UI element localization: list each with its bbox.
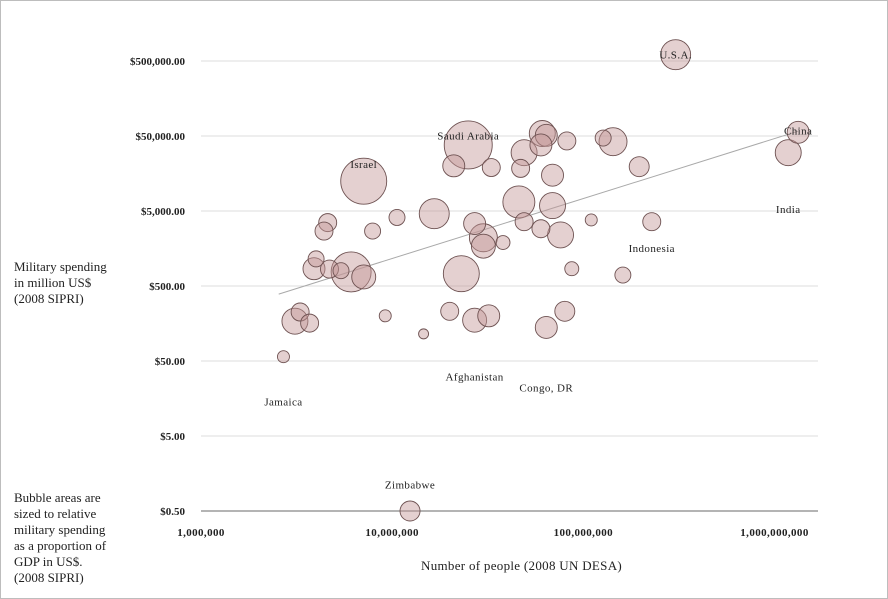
bubble xyxy=(300,313,320,333)
bubble xyxy=(330,251,372,293)
bubble xyxy=(531,219,551,239)
bubble xyxy=(528,120,556,147)
bubble xyxy=(628,156,650,178)
bubble xyxy=(502,185,536,219)
bubble xyxy=(443,120,493,170)
trendline xyxy=(278,130,799,295)
bubble xyxy=(495,235,511,250)
bubble xyxy=(290,302,310,322)
bubble xyxy=(660,39,692,71)
bubble xyxy=(440,301,460,321)
bubble xyxy=(642,212,662,232)
bubble xyxy=(462,307,488,333)
bubble xyxy=(378,309,392,323)
bubble xyxy=(314,221,334,241)
x-tick-label: 10,000,000 xyxy=(365,527,419,539)
bubble xyxy=(774,139,802,167)
bubble xyxy=(388,209,406,226)
bubble xyxy=(470,233,496,259)
bubble xyxy=(529,133,553,157)
y-tick-label: $0.50 xyxy=(160,506,185,518)
point-label: Congo, DR xyxy=(519,383,573,395)
point-label: Saudi Arabia xyxy=(437,130,499,142)
point-label: Zimbabwe xyxy=(385,480,435,492)
x-tick-label: 1,000,000,000 xyxy=(740,527,809,539)
bubble xyxy=(442,154,466,178)
gridlines xyxy=(201,60,818,512)
point-label: Afghanistan xyxy=(446,372,504,384)
bubble xyxy=(418,198,450,230)
point-label: U.S.A. xyxy=(659,50,692,62)
bubble xyxy=(584,213,598,227)
bubble xyxy=(557,131,577,151)
bubble xyxy=(594,129,612,147)
bubble xyxy=(554,300,576,322)
bubble xyxy=(364,222,382,240)
y-tick-label: $500,000.00 xyxy=(130,56,186,68)
x-axis-label: Number of people (2008 UN DESA) xyxy=(421,558,623,573)
y-tick-label: $50,000.00 xyxy=(136,131,186,143)
point-label: Indonesia xyxy=(629,243,675,255)
bubble xyxy=(351,264,377,290)
bubble xyxy=(332,262,350,280)
bubble xyxy=(511,158,531,178)
y-axis-tick-labels: $0.50 $5.00 $50.00 $500.00 $5,000.00 $50,000.… xyxy=(130,56,186,518)
bubble xyxy=(463,212,487,236)
bubble xyxy=(786,120,810,144)
y-tick-label: $5,000.00 xyxy=(141,206,186,218)
bubble xyxy=(534,316,558,339)
y-axis-label: Military spending in million US$ (2008 S… xyxy=(14,259,107,306)
point-label: India xyxy=(776,204,801,216)
trendline-segment xyxy=(278,130,799,295)
x-tick-label: 100,000,000 xyxy=(554,527,613,539)
point-labels: U.S.A. China India Saudi Arabia Israel Indone… xyxy=(264,50,812,492)
y-tick-label: $500.00 xyxy=(149,281,185,293)
bubble xyxy=(547,221,574,249)
bubble xyxy=(514,212,534,232)
point-label: Israel xyxy=(350,159,377,171)
bubble xyxy=(302,257,326,281)
bubble xyxy=(510,139,538,167)
x-tick-label: 1,000,000 xyxy=(177,527,225,539)
bubble xyxy=(481,158,501,177)
bubble xyxy=(418,328,430,340)
bubble-size-note: Bubble areas are sized to relative milit… xyxy=(14,490,107,585)
bubble xyxy=(614,266,632,284)
point-label: China xyxy=(784,126,812,138)
y-tick-label: $50.00 xyxy=(155,356,186,368)
bubble xyxy=(564,261,580,277)
bubble xyxy=(477,304,501,328)
bubble xyxy=(340,157,388,205)
point-label: Jamaica xyxy=(264,396,302,408)
y-tick-label: $5.00 xyxy=(160,431,185,443)
bubble xyxy=(541,163,564,187)
bubble xyxy=(277,350,290,364)
bubble xyxy=(442,255,480,293)
bubble xyxy=(539,192,566,220)
bubble xyxy=(399,500,421,522)
bubble xyxy=(307,250,325,268)
x-axis-tick-labels: 1,000,000 10,000,000 100,000,000 1,000,000,… xyxy=(177,527,809,539)
bubble xyxy=(598,127,628,157)
bubbles xyxy=(277,39,810,522)
